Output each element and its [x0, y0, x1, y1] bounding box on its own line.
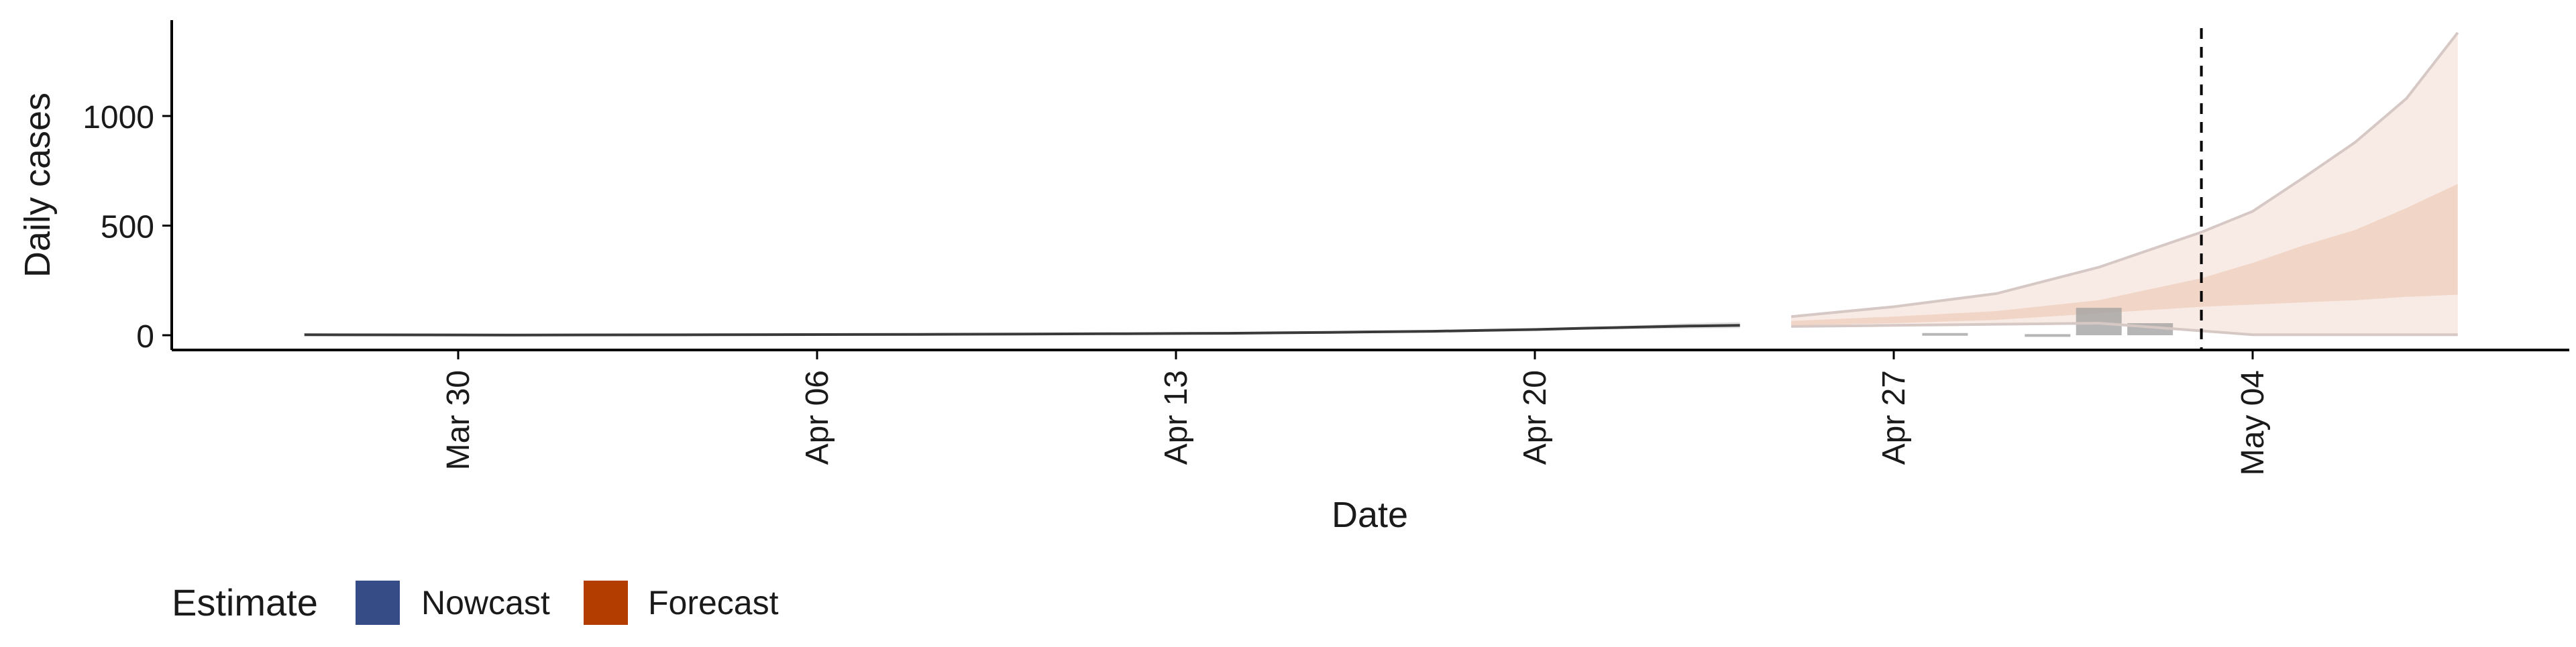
x-axis-label: Date	[1332, 495, 1408, 535]
band-layer	[304, 32, 2458, 335]
observed-case-bar	[1922, 333, 1968, 336]
x-tick-label: Apr 13	[1159, 370, 1194, 465]
y-tick-label: 1000	[83, 100, 154, 135]
legend-swatch-forecast	[584, 581, 628, 625]
x-tick-label: Apr 20	[1517, 370, 1553, 465]
legend-title: Estimate	[172, 581, 318, 624]
forecast-lower-line	[1791, 321, 2458, 337]
legend-swatch-nowcast	[356, 581, 400, 625]
observed-case-bar	[2076, 308, 2122, 335]
legend-label-forecast: Forecast	[648, 584, 779, 622]
x-tick-label: Apr 06	[800, 370, 835, 465]
y-axis-ticks: 0 500 1000	[83, 100, 172, 355]
x-axis-ticks: Mar 30 Apr 06 Apr 13 Apr 20 Apr 27 May 04	[441, 350, 2271, 475]
y-axis-label: Daily cases	[17, 93, 58, 278]
line-layer	[304, 32, 2459, 337]
observed-case-bar	[2025, 334, 2071, 337]
forecast-band-50	[1791, 184, 2458, 326]
x-tick-label: Mar 30	[441, 370, 476, 470]
y-tick-label: 500	[101, 210, 154, 245]
legend: Estimate Nowcast Forecast	[172, 581, 779, 625]
nowcast-median-line	[304, 324, 1740, 337]
y-tick-label: 0	[136, 319, 154, 355]
forecast-upper-line	[1790, 32, 2459, 318]
x-tick-label: May 04	[2235, 370, 2271, 475]
x-tick-label: Apr 27	[1876, 370, 1912, 465]
legend-label-nowcast: Nowcast	[421, 584, 550, 622]
